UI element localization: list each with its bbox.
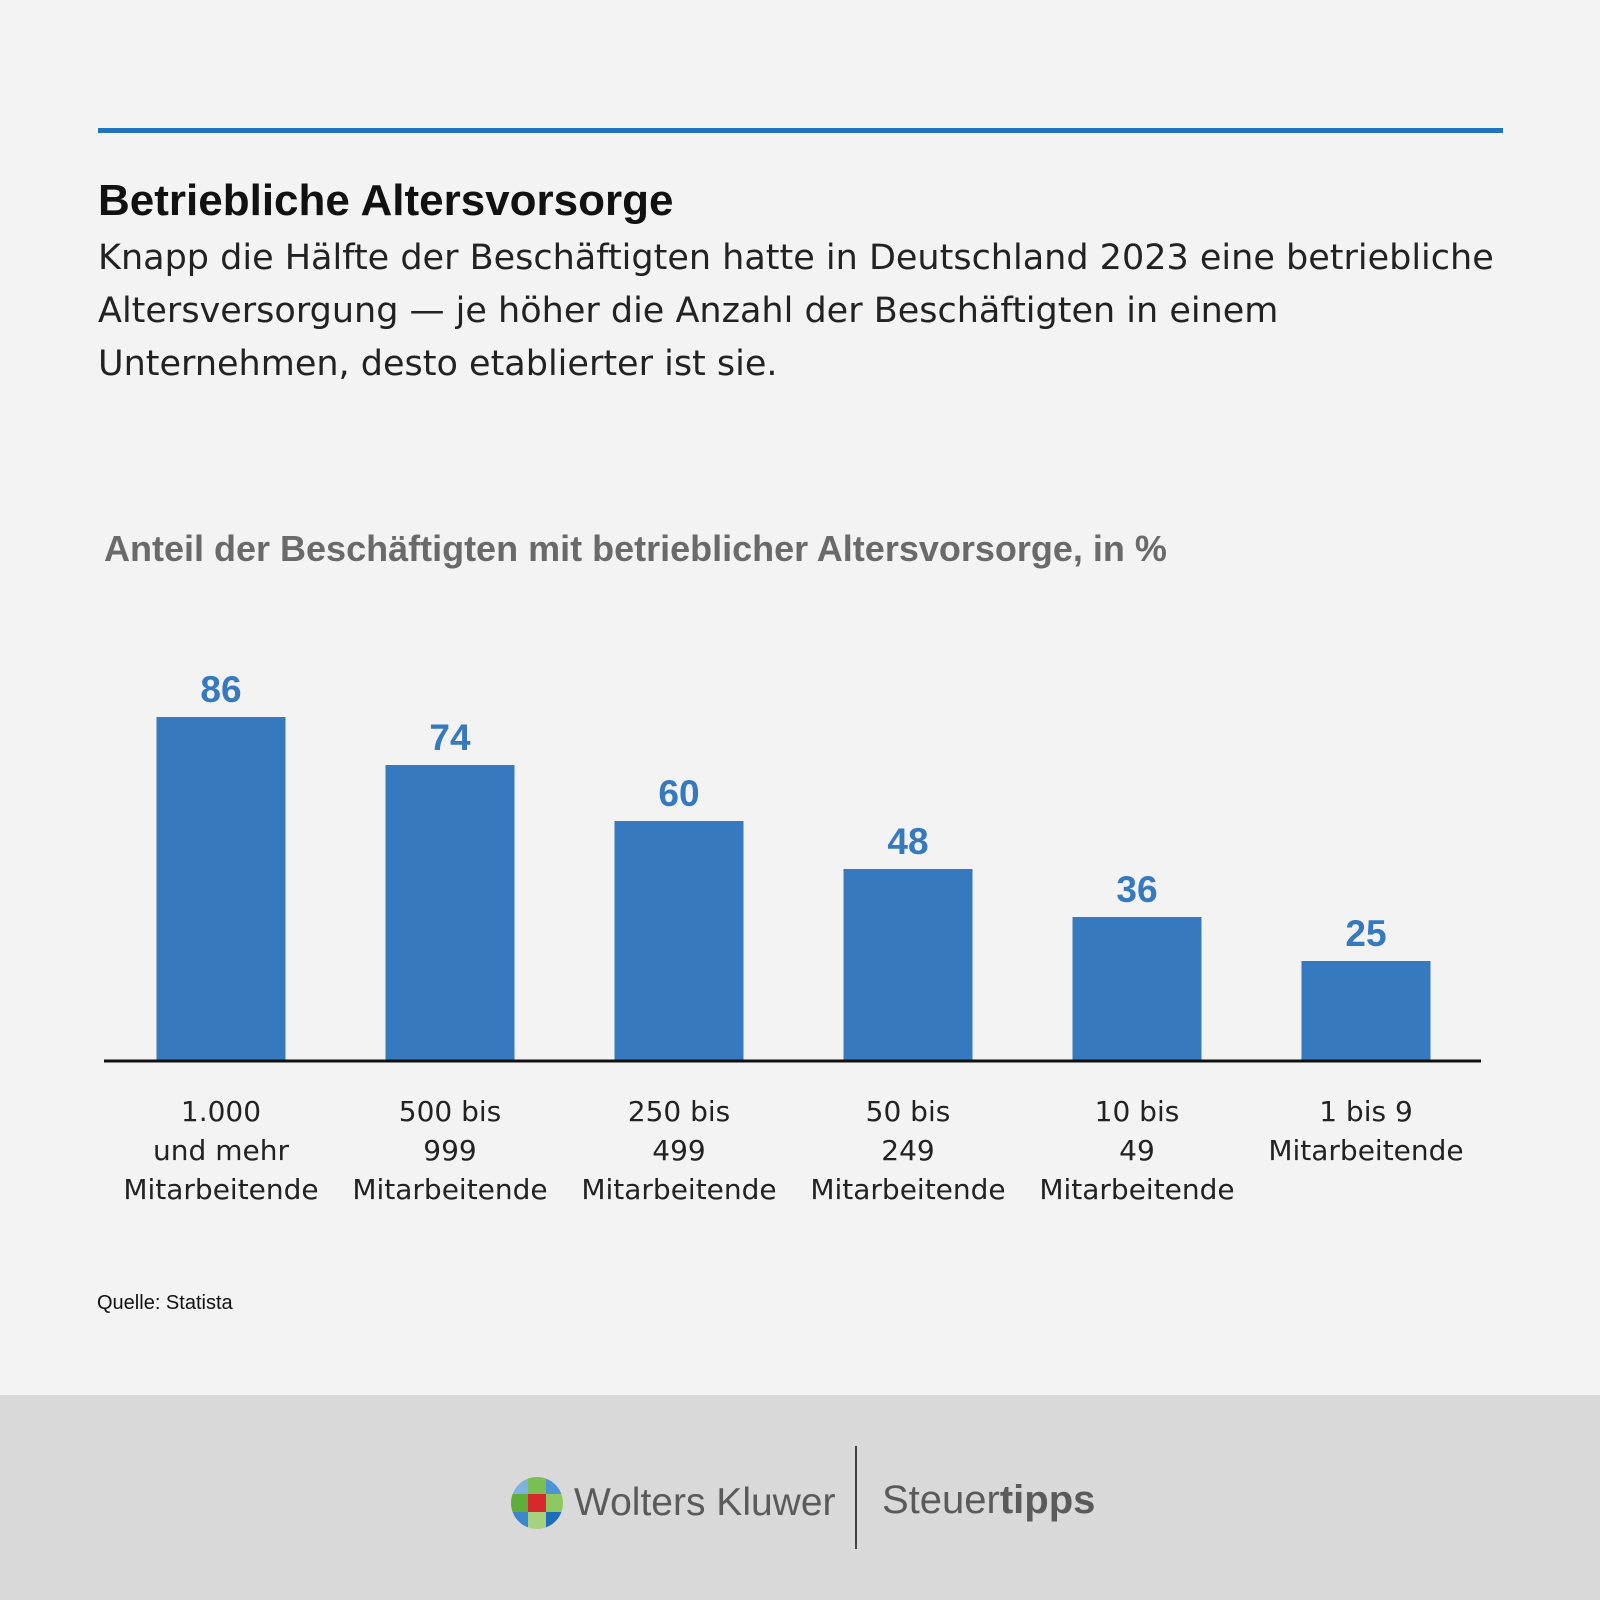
footer-band <box>0 1395 1600 1600</box>
bar-2 <box>385 765 515 1061</box>
data-label-5: 36 <box>1116 869 1157 910</box>
brand-wordmark: Steuertipps <box>882 1478 1095 1523</box>
bar-3 <box>614 821 744 1061</box>
bar-6 <box>1301 961 1431 1061</box>
data-label-6: 25 <box>1345 913 1386 954</box>
bar-1 <box>156 717 286 1061</box>
publisher-name: Wolters Kluwer <box>574 1481 836 1524</box>
brand-light-text: Steuer <box>882 1478 1000 1522</box>
data-label-3: 60 <box>658 773 699 814</box>
chart-title: Anteil der Beschäftigten mit betrieblich… <box>104 528 1167 569</box>
category-label-4: 50 bis 249 Mitarbeitende <box>810 1095 1005 1206</box>
data-label-4: 48 <box>887 821 928 862</box>
page-title: Betriebliche Altersvorsorge <box>98 176 674 225</box>
category-label-5: 10 bis 49 Mitarbeitende <box>1039 1095 1234 1206</box>
category-label-6: 1 bis 9 Mitarbeitende <box>1268 1095 1463 1167</box>
source-note: Quelle: Statista <box>97 1292 233 1314</box>
wolters-kluwer-mosaic-icon <box>511 1477 563 1529</box>
wolters-kluwer-logo: Wolters Kluwer <box>510 1473 836 1533</box>
footer-divider <box>855 1446 857 1549</box>
category-label-3: 250 bis 499 Mitarbeitende <box>581 1095 776 1206</box>
bar-5 <box>1072 917 1202 1061</box>
bar-4 <box>843 869 973 1061</box>
category-label-2: 500 bis 999 Mitarbeitende <box>352 1095 547 1206</box>
category-label-1: 1.000 und mehr Mitarbeitende <box>123 1095 318 1206</box>
page-subtitle: Knapp die Hälfte der Beschäftigten hatte… <box>98 238 1494 384</box>
brand-bold-text: tipps <box>999 1478 1096 1522</box>
data-label-1: 86 <box>200 669 241 710</box>
data-label-2: 74 <box>429 717 471 758</box>
top-accent-rule <box>98 128 1503 133</box>
